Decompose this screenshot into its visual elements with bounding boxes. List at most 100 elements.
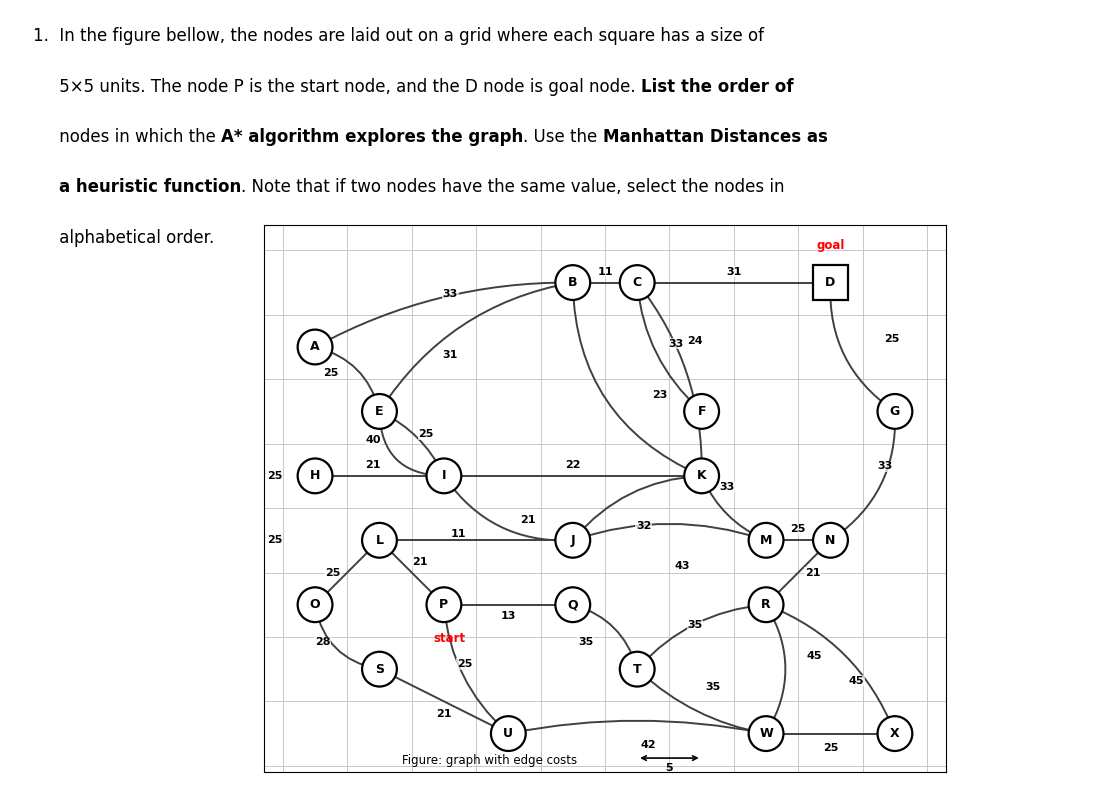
Text: J: J xyxy=(570,533,575,547)
Text: T: T xyxy=(633,663,642,675)
Text: O: O xyxy=(310,598,321,611)
Text: 25: 25 xyxy=(822,743,838,753)
Text: 24: 24 xyxy=(688,336,703,346)
FancyArrowPatch shape xyxy=(575,524,763,540)
Text: 35: 35 xyxy=(688,620,703,630)
Text: 25: 25 xyxy=(267,535,283,545)
Text: 21: 21 xyxy=(366,460,381,470)
FancyArrowPatch shape xyxy=(703,478,763,539)
Text: I: I xyxy=(441,470,446,482)
Text: M: M xyxy=(760,533,772,547)
Text: A* algorithm explores the graph: A* algorithm explores the graph xyxy=(221,128,523,146)
Text: A: A xyxy=(310,340,320,354)
Text: 21: 21 xyxy=(805,567,820,578)
Text: 33: 33 xyxy=(877,461,892,471)
Circle shape xyxy=(298,459,333,493)
Text: 21: 21 xyxy=(412,556,427,567)
Text: G: G xyxy=(890,405,900,418)
Text: S: S xyxy=(374,663,384,675)
Text: W: W xyxy=(759,727,773,740)
FancyArrowPatch shape xyxy=(830,285,892,410)
Circle shape xyxy=(362,652,396,686)
Text: List the order of: List the order of xyxy=(641,78,793,95)
Text: 42: 42 xyxy=(641,740,657,750)
Text: 33: 33 xyxy=(668,339,683,349)
Text: 5×5 units. The node P is the start node, and the D node is goal node.: 5×5 units. The node P is the start node,… xyxy=(33,78,641,95)
Text: 43: 43 xyxy=(675,561,690,571)
Circle shape xyxy=(684,394,719,429)
Text: 35: 35 xyxy=(705,682,721,692)
Text: Manhattan Distances as: Manhattan Distances as xyxy=(602,128,828,146)
Circle shape xyxy=(620,652,655,686)
FancyArrowPatch shape xyxy=(381,283,570,409)
Circle shape xyxy=(427,587,461,622)
Text: 28: 28 xyxy=(315,637,331,647)
Circle shape xyxy=(620,266,655,300)
Text: 32: 32 xyxy=(636,521,652,531)
FancyArrowPatch shape xyxy=(511,721,763,733)
Text: 5: 5 xyxy=(666,764,673,773)
Text: 33: 33 xyxy=(719,482,735,492)
Text: nodes in which the: nodes in which the xyxy=(33,128,221,146)
Circle shape xyxy=(814,523,848,558)
Text: F: F xyxy=(698,405,706,418)
Text: 25: 25 xyxy=(325,567,341,578)
FancyArrowPatch shape xyxy=(446,478,570,541)
Circle shape xyxy=(298,587,333,622)
Text: 25: 25 xyxy=(418,429,434,439)
Text: 25: 25 xyxy=(457,659,472,669)
Circle shape xyxy=(749,587,783,622)
Text: 45: 45 xyxy=(807,651,822,661)
Text: 45: 45 xyxy=(849,676,864,686)
Circle shape xyxy=(555,587,590,622)
Text: H: H xyxy=(310,470,320,482)
Text: 40: 40 xyxy=(366,436,381,445)
FancyArrowPatch shape xyxy=(576,605,636,667)
Circle shape xyxy=(298,329,333,364)
FancyArrowPatch shape xyxy=(768,607,785,731)
Circle shape xyxy=(877,716,912,751)
FancyArrowPatch shape xyxy=(315,608,377,669)
Text: 25: 25 xyxy=(884,334,899,344)
FancyArrowPatch shape xyxy=(639,605,763,667)
FancyArrowPatch shape xyxy=(769,606,894,731)
Text: U: U xyxy=(504,727,514,740)
FancyArrowPatch shape xyxy=(318,348,379,409)
Text: X: X xyxy=(890,727,900,740)
Text: 25: 25 xyxy=(791,524,806,534)
Circle shape xyxy=(491,716,526,751)
Text: 11: 11 xyxy=(597,266,613,277)
Circle shape xyxy=(362,523,396,558)
Circle shape xyxy=(749,523,783,558)
Text: 23: 23 xyxy=(652,390,668,400)
Text: . Use the: . Use the xyxy=(523,128,602,146)
FancyArrowPatch shape xyxy=(638,284,702,473)
FancyArrowPatch shape xyxy=(318,283,570,346)
Text: goal: goal xyxy=(816,239,844,251)
FancyArrowPatch shape xyxy=(639,671,763,733)
FancyArrowPatch shape xyxy=(833,414,895,539)
Circle shape xyxy=(877,394,912,429)
Circle shape xyxy=(427,459,461,493)
Text: 13: 13 xyxy=(500,611,516,621)
Text: Q: Q xyxy=(567,598,578,611)
Text: D: D xyxy=(826,276,835,289)
Text: 33: 33 xyxy=(442,289,458,299)
Text: 21: 21 xyxy=(436,709,451,719)
Text: C: C xyxy=(633,276,642,289)
Text: start: start xyxy=(433,632,465,645)
Text: alphabetical order.: alphabetical order. xyxy=(33,229,215,247)
FancyArrowPatch shape xyxy=(575,476,699,538)
Text: K: K xyxy=(696,470,706,482)
FancyArrowPatch shape xyxy=(380,414,441,476)
FancyArrowPatch shape xyxy=(382,413,442,474)
Circle shape xyxy=(362,394,396,429)
Text: 31: 31 xyxy=(442,350,458,360)
Text: 31: 31 xyxy=(726,266,741,277)
Text: P: P xyxy=(439,598,449,611)
Circle shape xyxy=(749,716,783,751)
FancyArrowPatch shape xyxy=(573,285,699,474)
Text: 11: 11 xyxy=(450,529,465,539)
Text: . Note that if two nodes have the same value, select the nodes in: . Note that if two nodes have the same v… xyxy=(241,178,785,196)
Text: 22: 22 xyxy=(565,460,580,470)
